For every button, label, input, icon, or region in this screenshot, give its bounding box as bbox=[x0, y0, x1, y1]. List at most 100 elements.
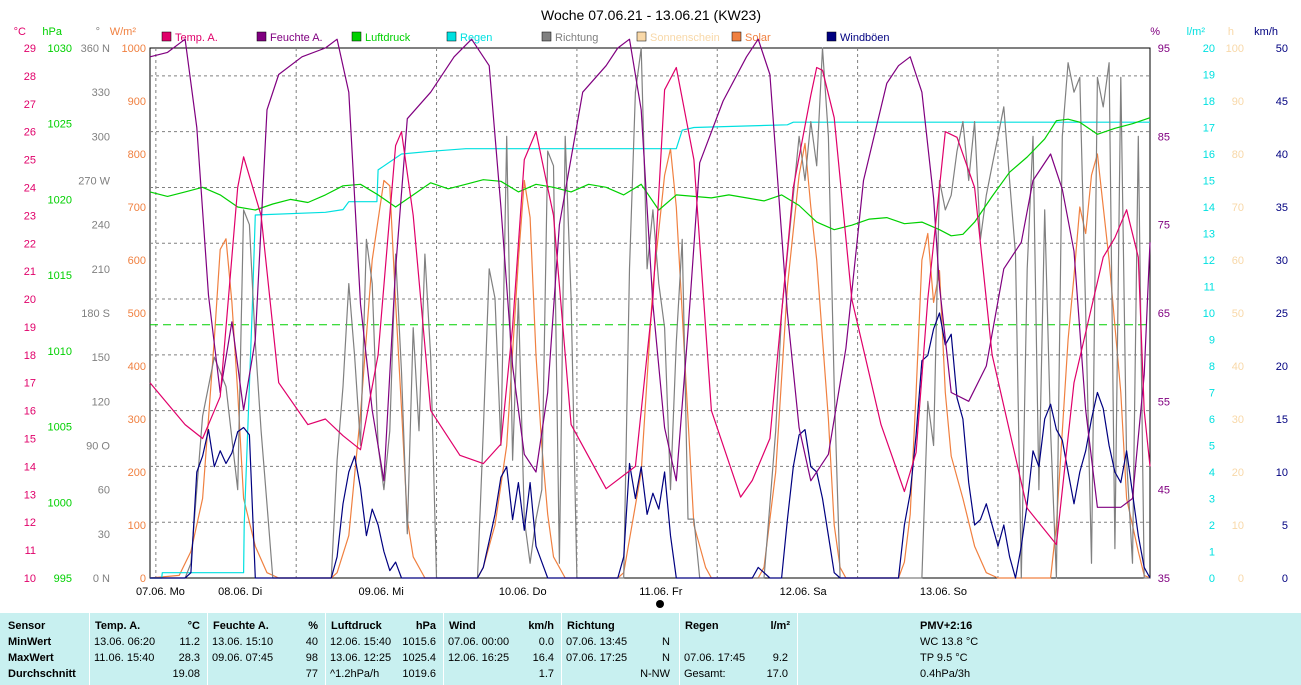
tick-label-sunshine: 60 bbox=[1232, 255, 1244, 267]
tick-label-sunshine: 40 bbox=[1232, 361, 1244, 373]
tick-label-humidity: 85 bbox=[1158, 131, 1170, 143]
stats-rain-total-value: 17.0 bbox=[766, 668, 788, 680]
tick-label-rain: 11 bbox=[1204, 282, 1215, 294]
tick-label-wind: 5 bbox=[1282, 520, 1288, 532]
tick-label-rain: 9 bbox=[1209, 335, 1215, 347]
stats-temp-min-time: 13.06. 06:20 bbox=[94, 636, 156, 648]
stats-rain-total-label: Gesamt: bbox=[684, 668, 726, 680]
tick-label-pressure: 1005 bbox=[48, 422, 72, 434]
stats-direction-max-value: N bbox=[662, 652, 670, 664]
series-luftdruck bbox=[149, 117, 1151, 237]
stats-rain-max-value: 9.2 bbox=[772, 652, 788, 664]
legend-swatch bbox=[636, 31, 647, 42]
tick-label-rain: 3 bbox=[1209, 494, 1215, 506]
stats-wind-max-value: 16.4 bbox=[532, 652, 554, 664]
tick-label-direction: 90 O bbox=[86, 441, 110, 453]
tick-label-solar: 400 bbox=[128, 361, 146, 373]
stats-wind-min-value: 0.0 bbox=[538, 636, 554, 648]
axis-unit-rain: l/m² bbox=[1187, 26, 1206, 38]
tick-label-rain: 13 bbox=[1203, 229, 1215, 241]
tick-label-solar: 700 bbox=[128, 202, 146, 214]
stats-humidity-max-time: 09.06. 07:45 bbox=[212, 652, 274, 664]
tick-label-solar: 600 bbox=[128, 255, 146, 267]
legend-swatch bbox=[256, 31, 267, 42]
tick-label-wind: 15 bbox=[1276, 414, 1288, 426]
stats-pressure-min-value: 1015.6 bbox=[402, 636, 436, 648]
tick-label-temp: 17 bbox=[24, 378, 36, 390]
tick-label-sunshine: 100 bbox=[1226, 43, 1244, 55]
now-marker bbox=[656, 600, 664, 608]
tick-label-rain: 18 bbox=[1203, 96, 1215, 108]
tick-label-temp: 22 bbox=[24, 238, 36, 250]
legend-swatch bbox=[446, 31, 457, 42]
tick-label-sunshine: 50 bbox=[1232, 308, 1244, 320]
tick-label-temp: 14 bbox=[24, 461, 36, 473]
tick-label-direction: 180 S bbox=[81, 308, 110, 320]
tick-label-direction: 150 bbox=[92, 352, 110, 364]
legend-label: Windböen bbox=[840, 32, 890, 44]
axis-unit-sunshine: h bbox=[1228, 26, 1234, 38]
stats-direction-max-time: 07.06. 17:25 bbox=[566, 652, 628, 664]
tick-label-temp: 28 bbox=[24, 71, 36, 83]
tick-label-sunshine: 20 bbox=[1232, 467, 1244, 479]
stats-temp-max-value: 28.3 bbox=[178, 652, 200, 664]
tick-label-direction: 30 bbox=[98, 529, 110, 541]
stats-header-rain: Regen bbox=[685, 620, 719, 632]
tick-label-temp: 29 bbox=[24, 43, 36, 55]
legend-label: Feuchte A. bbox=[270, 32, 323, 44]
tick-label-solar: 1000 bbox=[122, 43, 146, 55]
legend-label: Solar bbox=[745, 32, 771, 44]
legend-swatch bbox=[351, 31, 362, 42]
tick-label-wind: 20 bbox=[1276, 361, 1288, 373]
stats-pressure-min-time: 12.06. 15:40 bbox=[330, 636, 392, 648]
stats-humidity-avg-value: 77 bbox=[305, 668, 318, 680]
stats-pressure-max-value: 1025.4 bbox=[402, 652, 436, 664]
tick-label-temp: 23 bbox=[24, 210, 36, 222]
tick-label-temp: 25 bbox=[24, 155, 36, 167]
legend-label: Regen bbox=[460, 32, 492, 44]
grid bbox=[149, 47, 1151, 579]
tick-label-direction: 0 N bbox=[93, 573, 110, 585]
series-temp-a- bbox=[149, 66, 1151, 546]
series-richtung bbox=[150, 47, 1150, 579]
stats-wind-avg-value: 1.7 bbox=[538, 668, 554, 680]
axis-unit-wind: km/h bbox=[1254, 26, 1278, 38]
chart-title: Woche 07.06.21 - 13.06.21 (KW23) bbox=[541, 7, 761, 23]
x-tick-label: 09.06. Mi bbox=[359, 586, 404, 598]
axis-unit-solar: W/m² bbox=[110, 26, 137, 38]
tick-label-pressure: 1030 bbox=[48, 43, 72, 55]
stats-header-temp: Temp. A. bbox=[95, 620, 141, 632]
tick-label-rain: 17 bbox=[1203, 123, 1215, 135]
tick-label-solar: 200 bbox=[128, 467, 146, 479]
tick-label-solar: 100 bbox=[128, 520, 146, 532]
tick-label-temp: 27 bbox=[24, 99, 36, 111]
legend-label: Luftdruck bbox=[365, 32, 411, 44]
tick-label-sunshine: 80 bbox=[1232, 149, 1244, 161]
tick-label-rain: 6 bbox=[1209, 414, 1215, 426]
tick-label-temp: 19 bbox=[24, 322, 36, 334]
stats-label-min: MinWert bbox=[8, 636, 52, 648]
tick-label-temp: 20 bbox=[24, 294, 36, 306]
tick-label-sunshine: 90 bbox=[1232, 96, 1244, 108]
tick-label-humidity: 35 bbox=[1158, 573, 1170, 585]
stats-humidity-min-value: 40 bbox=[305, 636, 318, 648]
stats-direction-avg-value: N-NW bbox=[640, 668, 670, 680]
tick-label-sunshine: 70 bbox=[1232, 202, 1244, 214]
tick-label-wind: 45 bbox=[1276, 96, 1288, 108]
stats-header-humidity-unit: % bbox=[308, 620, 318, 632]
tick-label-direction: 300 bbox=[92, 131, 110, 143]
series-layer bbox=[149, 38, 1151, 579]
tick-label-temp: 24 bbox=[24, 182, 36, 194]
tick-label-wind: 50 bbox=[1276, 43, 1288, 55]
legend-label: Richtung bbox=[555, 32, 598, 44]
tick-label-temp: 26 bbox=[24, 127, 36, 139]
legend-swatch bbox=[161, 31, 172, 42]
tick-label-temp: 15 bbox=[24, 434, 36, 446]
tick-label-rain: 2 bbox=[1209, 520, 1215, 532]
stats-header-humidity: Feuchte A. bbox=[213, 620, 269, 632]
x-tick-label: 13.06. So bbox=[920, 586, 967, 598]
stats-label-avg: Durchschnitt bbox=[8, 668, 76, 680]
legend-label: Sonnenschein bbox=[650, 32, 720, 44]
stats-temp-avg-value: 19.08 bbox=[172, 668, 200, 680]
tick-label-pressure: 1000 bbox=[48, 497, 72, 509]
